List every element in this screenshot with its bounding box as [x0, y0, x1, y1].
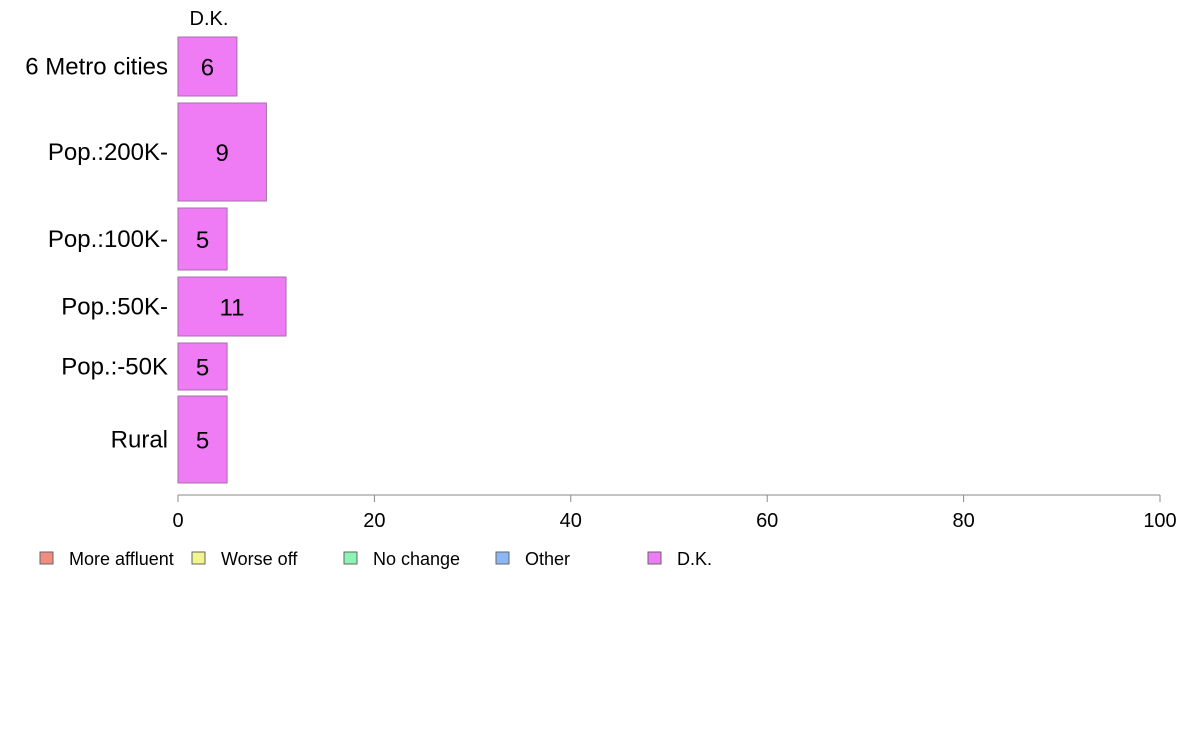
x-axis: 0 20 40 60 80 100 — [172, 494, 1177, 532]
bar-segment — [177, 207, 228, 271]
legend-swatch — [343, 551, 358, 565]
data-label: 5 — [196, 428, 209, 455]
legend-swatch — [647, 551, 662, 565]
category-label: Pop.:100K- — [48, 226, 168, 253]
legend-label: Worse off — [221, 549, 298, 569]
x-tick-label: 80 — [952, 510, 974, 532]
bar-segment — [177, 36, 238, 97]
data-label: 11 — [220, 295, 245, 322]
legend-label: Other — [525, 549, 570, 569]
bar-segment — [177, 395, 228, 484]
data-label: 9 — [216, 140, 229, 167]
legend-swatch — [191, 551, 206, 565]
legend: More affluent Worse off No change Other D.K. — [39, 549, 712, 569]
bar-segment — [177, 342, 228, 391]
legend-label: D.K. — [677, 549, 712, 569]
legend-label: No change — [373, 549, 460, 569]
bar-segment — [177, 102, 267, 202]
category-label: Pop.:200K- — [48, 139, 168, 166]
data-label: 5 — [196, 355, 209, 382]
category-label: Pop.:-50K — [61, 354, 168, 381]
legend-swatch — [495, 551, 510, 565]
category-label: Rural — [111, 427, 168, 454]
category-label: 6 Metro cities — [25, 54, 168, 81]
series-header: D.K. — [190, 8, 229, 30]
data-label: 6 — [201, 55, 214, 82]
bars-layer: 6 9 5 11 5 5 — [177, 36, 287, 484]
x-tick-label: 60 — [756, 510, 778, 532]
category-labels: 6 Metro cities Pop.:200K- Pop.:100K- Pop.:5… — [25, 54, 168, 454]
x-tick-label: 40 — [560, 510, 582, 532]
x-tick-label: 100 — [1143, 510, 1176, 532]
x-tick-label: 20 — [363, 510, 385, 532]
category-label: Pop.:50K- — [61, 294, 168, 321]
legend-label: More affluent — [69, 549, 174, 569]
bar-segment — [177, 276, 287, 337]
x-tick-label: 0 — [172, 510, 183, 532]
data-label: 5 — [196, 227, 209, 254]
legend-swatch — [39, 551, 54, 565]
